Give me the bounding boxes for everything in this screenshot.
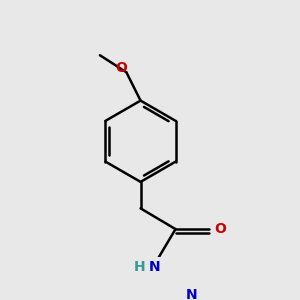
Text: H: H [134,260,145,274]
Text: N: N [186,288,197,300]
Text: O: O [214,222,226,236]
Text: N: N [149,260,161,274]
Text: O: O [116,61,127,74]
